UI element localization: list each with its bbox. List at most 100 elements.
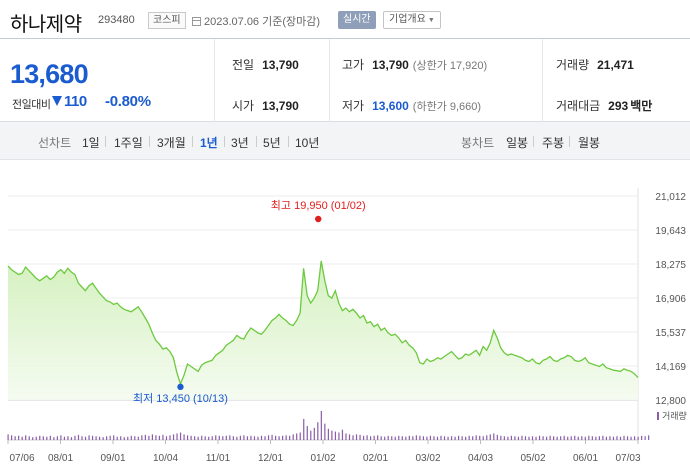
x-tick-label: 12/01 — [258, 453, 283, 464]
period-1d[interactable]: 1일 — [82, 136, 100, 150]
price-area — [8, 260, 638, 400]
volume-bar — [208, 436, 210, 440]
volume-bar — [517, 436, 520, 440]
volume-bar — [53, 437, 55, 440]
volume-bar — [387, 435, 389, 440]
volume-bar — [521, 435, 523, 440]
current-price-box: 13,680 전일대비 110 -0.80% — [0, 39, 215, 122]
volume-bar — [454, 436, 456, 440]
volume-legend-label: 거래량 — [662, 410, 687, 421]
volume-bar — [151, 434, 154, 440]
period-daily-candle[interactable]: 일봉 — [506, 136, 529, 150]
volume-bar — [144, 434, 146, 440]
volume-bar — [11, 435, 13, 440]
volume-bar — [479, 435, 481, 440]
volume-bar — [70, 437, 73, 440]
volume-bar — [377, 435, 379, 440]
volume-bar — [21, 436, 23, 440]
period-1w[interactable]: 1주일 — [114, 136, 143, 150]
realtime-button[interactable]: 실시간 — [338, 11, 376, 29]
x-tick-label: 08/01 — [48, 453, 73, 464]
volume-bar — [123, 437, 125, 440]
company-overview-label: 기업개요 — [389, 14, 426, 25]
company-overview-button[interactable]: 기업개요 ▼ — [383, 11, 441, 29]
volume-bar — [563, 435, 565, 440]
volume-bar — [172, 434, 175, 440]
volume-bar — [39, 435, 41, 440]
volume-bar — [633, 436, 636, 440]
volume-bar — [106, 436, 108, 440]
y-tick-label: 19,643 — [655, 226, 686, 237]
volume-bar — [384, 436, 386, 440]
y-tick-label: 18,275 — [655, 260, 686, 271]
volume-bar — [630, 436, 632, 440]
stock-header: 하나제약 293480 코스피 2023.07.06 기준(장마감) 실시간 기… — [0, 0, 690, 38]
candle-chart-label: 봉차트 — [461, 136, 495, 150]
volume-bar — [489, 434, 491, 440]
price-chart[interactable]: 21,012 19,643 18,275 16,906 15,537 14,169 12,8… — [0, 160, 690, 474]
low-annotation: 최저 13,450 (10/13) — [133, 392, 228, 405]
volume-bar — [595, 436, 597, 440]
prev-close-label: 전일 — [232, 58, 255, 72]
divider — [288, 136, 289, 147]
x-tick-label: 04/03 — [468, 453, 493, 464]
y-tick-label: 15,537 — [655, 328, 686, 339]
period-10y[interactable]: 10년 — [295, 136, 320, 150]
volume-bar — [528, 436, 530, 440]
volume-bar — [500, 435, 502, 440]
volume-bar — [243, 435, 245, 440]
amount-label: 거래대금 — [556, 99, 601, 113]
volume-bar — [289, 435, 291, 440]
open-label: 시가 — [232, 99, 255, 113]
change-amount: 110 — [64, 93, 87, 110]
volume-bar — [211, 436, 213, 440]
x-tick-label: 11/01 — [206, 453, 231, 464]
line-chart-label: 선차트 — [38, 136, 72, 150]
volume-bar — [567, 436, 569, 440]
high-label: 고가 — [342, 58, 365, 72]
period-5y[interactable]: 5년 — [263, 136, 281, 150]
volume-bar — [271, 434, 273, 440]
volume-bar — [359, 434, 361, 440]
volume-bar — [282, 435, 284, 440]
volume-bar — [535, 436, 537, 440]
volume-bar — [581, 436, 583, 440]
chevron-down-icon: ▼ — [427, 17, 435, 24]
volume-bar — [158, 435, 161, 440]
change-percent: -0.80% — [105, 93, 151, 110]
price-line — [7, 260, 639, 386]
volume-bar — [465, 436, 467, 440]
volume-bar — [148, 435, 150, 440]
period-1y[interactable]: 1년 — [200, 136, 218, 150]
current-price: 13,680 — [10, 59, 89, 89]
volume-bar — [348, 434, 351, 440]
volume-bar — [542, 436, 544, 440]
period-3y[interactable]: 3년 — [231, 136, 249, 150]
period-monthly-candle[interactable]: 월봉 — [578, 136, 601, 150]
volume-bar — [32, 437, 34, 440]
y-tick-label: 21,012 — [655, 192, 686, 203]
volume-bar — [612, 436, 615, 440]
volume-bar — [331, 430, 333, 440]
divider — [533, 136, 534, 147]
volume-bar — [239, 435, 241, 440]
volume-bar — [588, 435, 590, 440]
volume-bar — [461, 436, 463, 440]
volume-bar — [222, 436, 224, 440]
volume-bar — [577, 436, 579, 440]
volume-bar — [102, 437, 104, 440]
period-weekly-candle[interactable]: 주봉 — [542, 136, 565, 150]
volume-bar — [648, 435, 650, 440]
volume-bar — [426, 436, 428, 440]
volume-bar — [320, 411, 322, 440]
volume-bar — [74, 435, 76, 440]
volume-bar — [141, 435, 143, 440]
volume-bar — [338, 432, 340, 440]
volume-bar — [394, 436, 396, 440]
volume-bar — [468, 435, 470, 440]
volume-bar — [415, 435, 417, 440]
volume-bar — [493, 433, 495, 440]
period-3m[interactable]: 3개월 — [157, 136, 186, 150]
volume-bar — [524, 436, 527, 440]
high-stat: 고가 13,790 (상한가 17,920) — [342, 56, 487, 73]
